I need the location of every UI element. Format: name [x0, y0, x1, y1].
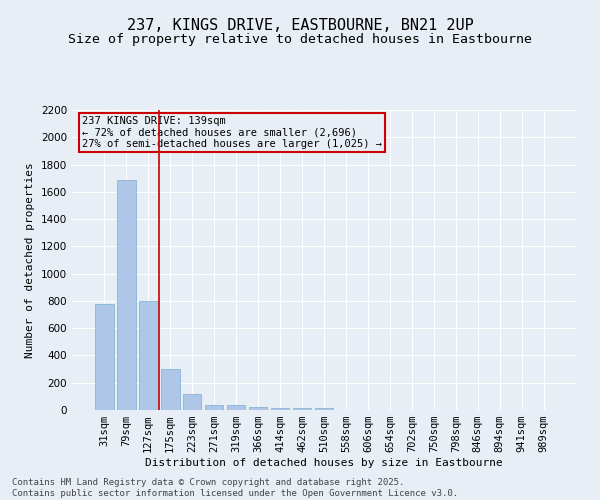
Bar: [95, 304, 113, 410]
Text: Contains HM Land Registry data © Crown copyright and database right 2025.
Contai: Contains HM Land Registry data © Crown c…: [12, 478, 458, 498]
Bar: [205, 404, 223, 410]
Bar: [117, 180, 136, 410]
Bar: [227, 405, 245, 410]
Bar: [183, 394, 202, 410]
Bar: [314, 408, 334, 410]
Bar: [293, 408, 311, 410]
Text: Size of property relative to detached houses in Eastbourne: Size of property relative to detached ho…: [68, 32, 532, 46]
Text: 237, KINGS DRIVE, EASTBOURNE, BN21 2UP: 237, KINGS DRIVE, EASTBOURNE, BN21 2UP: [127, 18, 473, 32]
Text: 237 KINGS DRIVE: 139sqm
← 72% of detached houses are smaller (2,696)
27% of semi: 237 KINGS DRIVE: 139sqm ← 72% of detache…: [82, 116, 382, 149]
X-axis label: Distribution of detached houses by size in Eastbourne: Distribution of detached houses by size …: [145, 458, 503, 468]
Bar: [271, 408, 289, 410]
Bar: [249, 406, 268, 410]
Y-axis label: Number of detached properties: Number of detached properties: [25, 162, 35, 358]
Bar: [161, 369, 179, 410]
Bar: [139, 301, 158, 410]
